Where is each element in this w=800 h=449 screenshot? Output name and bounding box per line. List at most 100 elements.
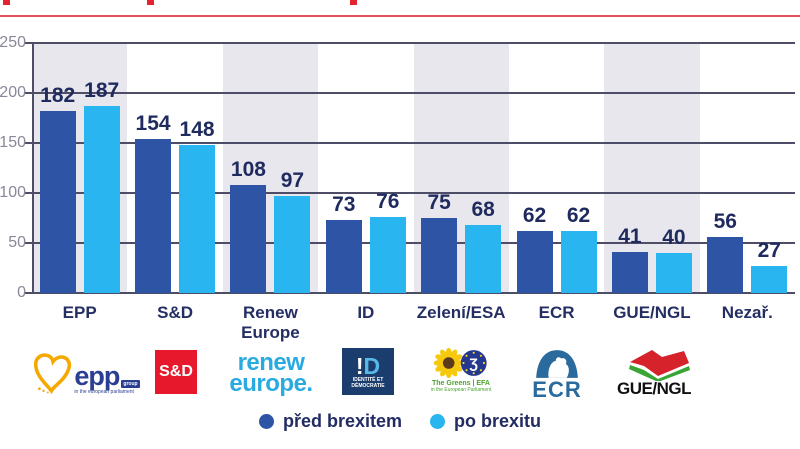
gridline [32, 42, 795, 44]
ecr-lion-icon [536, 350, 578, 378]
cropped-title-fragment [3, 0, 10, 5]
bar-value-label: 154 [135, 112, 171, 135]
y-axis-tick [25, 292, 32, 294]
greens-efa-logo: Ʒ The Greens | EFA in the European Parli… [430, 348, 492, 393]
category-band [604, 43, 700, 293]
legend-item-after: po brexitu [430, 411, 541, 432]
bar-after [751, 266, 788, 293]
bar-before [421, 218, 458, 293]
title-divider-line [0, 15, 800, 17]
gridline [32, 292, 795, 294]
bar-value-label: 62 [566, 204, 591, 227]
greens-efa-wordmark: The Greens | EFA [432, 380, 490, 387]
bar-value-label: 73 [332, 193, 356, 216]
sunflower-icon [434, 348, 464, 378]
id-subtitle: IDENTITÉ ET DÉMOCRATIE [351, 376, 385, 389]
bar-value-label: 41 [618, 225, 642, 248]
x-axis-label: ECR [538, 303, 575, 322]
renew-wordmark-line1: renew [237, 349, 305, 376]
bar-after [274, 196, 311, 293]
ecr-logo: ECR [532, 348, 582, 402]
ecr-wordmark: ECR [532, 377, 582, 402]
y-axis-label: 50 [8, 234, 26, 251]
id-logo: !D IDENTITÉ ET DÉMOCRATIE [342, 348, 394, 395]
x-axis-label: Zelení/ESA [416, 303, 506, 322]
y-axis-label: 250 [0, 34, 26, 51]
gridline [32, 192, 795, 194]
legend-dot-before [258, 414, 274, 429]
svg-text:Ʒ: Ʒ [470, 355, 479, 371]
y-axis-tick [25, 92, 32, 94]
epp-logo: epp group in the european parliament [34, 349, 140, 395]
bar-before [325, 220, 362, 293]
bar-value-label: 62 [522, 204, 547, 227]
x-axis-label: S&D [157, 303, 194, 322]
gue-ngl-wordmark: GUE/NGL [617, 379, 691, 398]
bar-value-label: 148 [179, 118, 215, 141]
id-logo-box: !D IDENTITÉ ET DÉMOCRATIE [342, 348, 394, 395]
bar-before [230, 185, 267, 293]
cropped-title-fragment [350, 0, 357, 5]
y-axis-label: 100 [0, 184, 26, 201]
cropped-title-fragment [147, 0, 154, 5]
legend-item-before: před brexitem [258, 411, 403, 432]
bar-after [83, 106, 120, 293]
bar-after [179, 145, 216, 293]
legend-label-after: po brexitu [454, 411, 542, 431]
sd-logo: S&D [155, 350, 197, 394]
gridline [32, 142, 795, 144]
epp-group-badge: group [121, 380, 140, 388]
x-axis-label: Nezař. [721, 303, 773, 322]
bar-after [560, 231, 597, 293]
sd-logo-box: S&D [155, 350, 197, 394]
x-axis-label: Renew Europe [241, 303, 300, 342]
y-axis-label: 200 [0, 84, 26, 101]
y-axis-tick [25, 142, 32, 144]
sd-wordmark: S&D [159, 363, 193, 380]
renew-europe-logo: renew europe. [229, 349, 313, 397]
legend: před brexitem po brexitu [0, 411, 800, 432]
bar-value-label: 56 [713, 210, 737, 233]
greens-efa-subtitle: in the European Parliament [430, 387, 492, 393]
bar-value-label: 27 [757, 239, 781, 262]
legend-label-before: před brexitem [282, 411, 403, 431]
epp-heart-icon [34, 353, 72, 395]
bar-after [369, 217, 406, 293]
x-axis-label: ID [357, 303, 375, 322]
y-axis-label: 150 [0, 134, 26, 151]
renew-wordmark-line2: europe. [229, 370, 313, 397]
legend-dot-after [430, 414, 446, 429]
bar-before [516, 231, 553, 293]
bar-before [135, 139, 172, 293]
bar-before [707, 237, 744, 293]
gue-ngl-logo: GUE/NGL [616, 349, 692, 397]
epp-wordmark: epp [74, 361, 120, 391]
efa-eu-circle-icon: Ʒ [461, 350, 487, 376]
epp-subtitle: in the european parliament [74, 389, 134, 395]
bar-after [655, 253, 692, 293]
bar-value-label: 187 [84, 79, 120, 102]
bar-value-label: 76 [376, 190, 400, 213]
y-axis-tick [25, 242, 32, 244]
bar-value-label: 40 [662, 226, 686, 249]
id-wordmark: !D [355, 352, 381, 379]
x-axis-label: EPP [62, 303, 97, 322]
bar-value-label: 97 [280, 169, 305, 192]
bar-after [465, 225, 502, 293]
plot-area: 0 50 100 150 200 250 182 154 108 73 75 62 41 56 187 148… [0, 34, 795, 342]
bar-before [611, 252, 648, 293]
bar-value-label: 182 [40, 84, 76, 107]
y-axis-tick [25, 42, 32, 44]
bar-value-label: 75 [427, 191, 451, 214]
bar-before [39, 111, 76, 293]
x-axis-label: GUE/NGL [613, 303, 691, 322]
gridline [32, 92, 795, 94]
y-axis-line [32, 43, 34, 293]
y-axis-tick [25, 192, 32, 194]
bar-value-label: 108 [230, 158, 266, 181]
bar-value-label: 68 [471, 198, 495, 221]
gridline [32, 242, 795, 244]
y-axis-label: 0 [17, 284, 26, 301]
gue-flag-icon [629, 350, 690, 381]
